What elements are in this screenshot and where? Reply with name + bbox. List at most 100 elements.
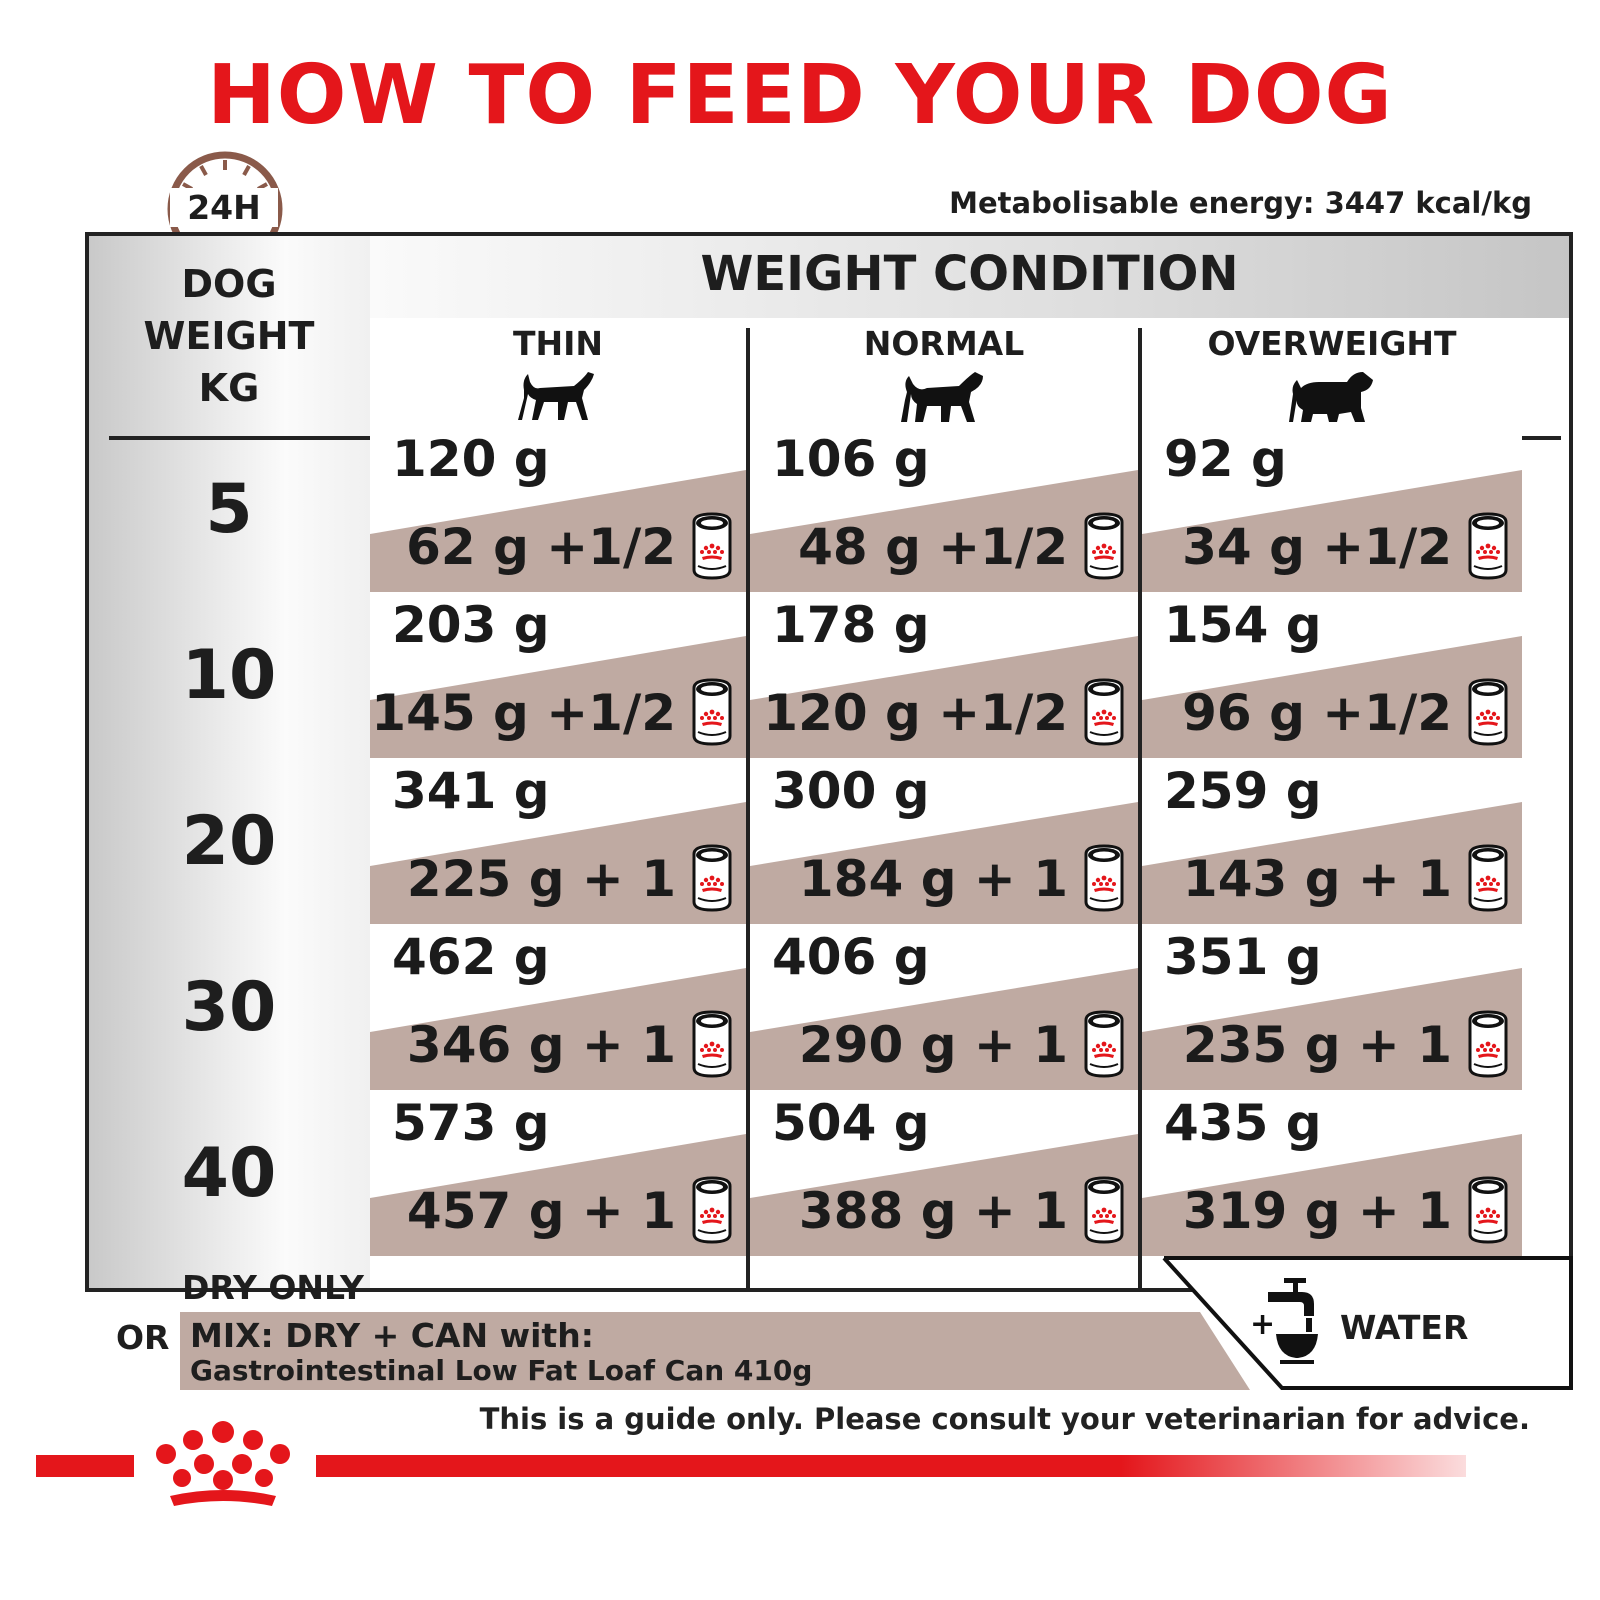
or-label: OR xyxy=(116,1318,170,1357)
mix-band xyxy=(1142,802,1522,924)
column-header-thin: THIN xyxy=(370,318,746,436)
column-divider xyxy=(1138,328,1142,1288)
royal-canin-can-icon xyxy=(1468,844,1508,912)
mix-amount: 145 g +1/2 xyxy=(371,684,676,742)
weight-header-line: DOG xyxy=(181,262,277,306)
royal-canin-crown-logo xyxy=(156,1421,290,1506)
water-label: WATER xyxy=(1340,1308,1469,1347)
feeding-cell: 120 g 62 g +1/2 xyxy=(370,426,746,592)
royal-canin-can-icon xyxy=(1084,1176,1124,1244)
dry-amount: 573 g xyxy=(392,1094,550,1152)
mix-amount: 346 g + 1 xyxy=(406,1016,676,1074)
energy-info: Metabolisable energy: 3447 kcal/kg xyxy=(949,186,1532,220)
feeding-cell: 178 g 120 g +1/2 xyxy=(750,592,1138,758)
mix-amount: 48 g +1/2 xyxy=(798,518,1068,576)
mix-band xyxy=(750,636,1138,758)
mix-band xyxy=(370,968,746,1090)
weight-header: DOG WEIGHT KG xyxy=(109,258,349,414)
dry-amount: 435 g xyxy=(1164,1094,1322,1152)
dry-amount: 259 g xyxy=(1164,762,1322,820)
weight-header-line: WEIGHT xyxy=(143,314,315,358)
royal-canin-can-icon xyxy=(692,512,732,580)
mix-amount: 34 g +1/2 xyxy=(1182,518,1452,576)
weight-column xyxy=(89,236,370,1288)
dry-amount: 341 g xyxy=(392,762,550,820)
mix-amount: 319 g + 1 xyxy=(1182,1182,1452,1240)
dry-amount: 92 g xyxy=(1164,430,1287,488)
mix-band xyxy=(750,968,1138,1090)
mix-amount: 184 g + 1 xyxy=(798,850,1068,908)
water-plus: + xyxy=(1250,1307,1275,1342)
mix-amount: 290 g + 1 xyxy=(798,1016,1068,1074)
mix-title: MIX: DRY + CAN with: xyxy=(190,1316,594,1355)
feeding-cell: 92 g 34 g +1/2 xyxy=(1142,426,1522,592)
mix-band xyxy=(370,1134,746,1256)
dry-amount: 106 g xyxy=(772,430,930,488)
weight-value: 20 xyxy=(181,802,277,881)
condition-header: WEIGHT CONDITION xyxy=(370,236,1569,318)
feeding-cell: 341 g 225 g + 1 xyxy=(370,758,746,924)
mix-band xyxy=(750,802,1138,924)
mix-band xyxy=(1142,968,1522,1090)
royal-canin-can-icon xyxy=(692,844,732,912)
mix-amount: 225 g + 1 xyxy=(406,850,676,908)
overweight-dog-icon xyxy=(1289,372,1373,422)
dry-amount: 406 g xyxy=(772,928,930,986)
feeding-table: DOG WEIGHT KG WEIGHT CONDITION THIN NORM… xyxy=(85,232,1573,1292)
condition-title: WEIGHT CONDITION xyxy=(700,246,1239,302)
mix-amount: 143 g + 1 xyxy=(1182,850,1452,908)
royal-canin-can-icon xyxy=(692,1176,732,1244)
weight-value: 10 xyxy=(181,636,277,715)
dry-amount: 154 g xyxy=(1164,596,1322,654)
royal-canin-can-icon xyxy=(692,1010,732,1078)
brand-bar-left xyxy=(36,1455,134,1477)
mix-band xyxy=(370,470,746,592)
mix-band xyxy=(1142,636,1522,758)
royal-canin-can-icon xyxy=(1084,678,1124,746)
feeding-cell: 462 g 346 g + 1 xyxy=(370,924,746,1090)
thin-dog-icon xyxy=(518,372,594,420)
dry-amount: 120 g xyxy=(392,430,550,488)
disclaimer: This is a guide only. Please consult you… xyxy=(479,1402,1530,1436)
feeding-cell: 351 g 235 g + 1 xyxy=(1142,924,1522,1090)
feeding-cell: 154 g 96 g +1/2 xyxy=(1142,592,1522,758)
normal-dog-icon xyxy=(901,372,983,422)
dry-amount: 351 g xyxy=(1164,928,1322,986)
mix-amount: 388 g + 1 xyxy=(798,1182,1068,1240)
feeding-cell: 259 g 143 g + 1 xyxy=(1142,758,1522,924)
column-label: NORMAL xyxy=(863,324,1025,363)
feeding-cell: 504 g 388 g + 1 xyxy=(750,1090,1138,1256)
mix-amount: 120 g +1/2 xyxy=(763,684,1068,742)
royal-canin-can-icon xyxy=(1468,512,1508,580)
mix-band xyxy=(180,1312,1250,1390)
weight-header-line: KG xyxy=(198,366,260,410)
mix-amount: 62 g +1/2 xyxy=(406,518,676,576)
dry-amount: 203 g xyxy=(392,596,550,654)
page-title: HOW TO FEED YOUR DOG xyxy=(207,48,1393,143)
royal-canin-can-icon xyxy=(692,678,732,746)
royal-canin-can-icon xyxy=(1084,1010,1124,1078)
feeding-cell: 406 g 290 g + 1 xyxy=(750,924,1138,1090)
weight-value: 40 xyxy=(181,1134,277,1213)
mix-amount: 235 g + 1 xyxy=(1182,1016,1452,1074)
feeding-cell: 435 g 319 g + 1 xyxy=(1142,1090,1522,1256)
feeding-cell: 300 g 184 g + 1 xyxy=(750,758,1138,924)
clock-label: 24H xyxy=(170,188,278,227)
royal-canin-can-icon xyxy=(1468,678,1508,746)
column-header-overweight: OVERWEIGHT xyxy=(1142,318,1522,436)
weight-value: 5 xyxy=(205,470,253,549)
column-label: THIN xyxy=(512,324,604,363)
dry-amount: 504 g xyxy=(772,1094,930,1152)
dry-amount: 300 g xyxy=(772,762,930,820)
royal-canin-can-icon xyxy=(1084,844,1124,912)
mix-band xyxy=(1142,470,1522,592)
royal-canin-can-icon xyxy=(1468,1176,1508,1244)
weight-value: 30 xyxy=(181,968,277,1047)
mix-product: Gastrointestinal Low Fat Loaf Can 410g xyxy=(190,1354,813,1387)
water-box: + xyxy=(1162,1256,1573,1390)
mix-band xyxy=(750,470,1138,592)
dry-amount: 462 g xyxy=(392,928,550,986)
column-divider xyxy=(746,328,750,1288)
dry-only-label: DRY ONLY xyxy=(182,1268,364,1307)
feeding-cell: 573 g 457 g + 1 xyxy=(370,1090,746,1256)
